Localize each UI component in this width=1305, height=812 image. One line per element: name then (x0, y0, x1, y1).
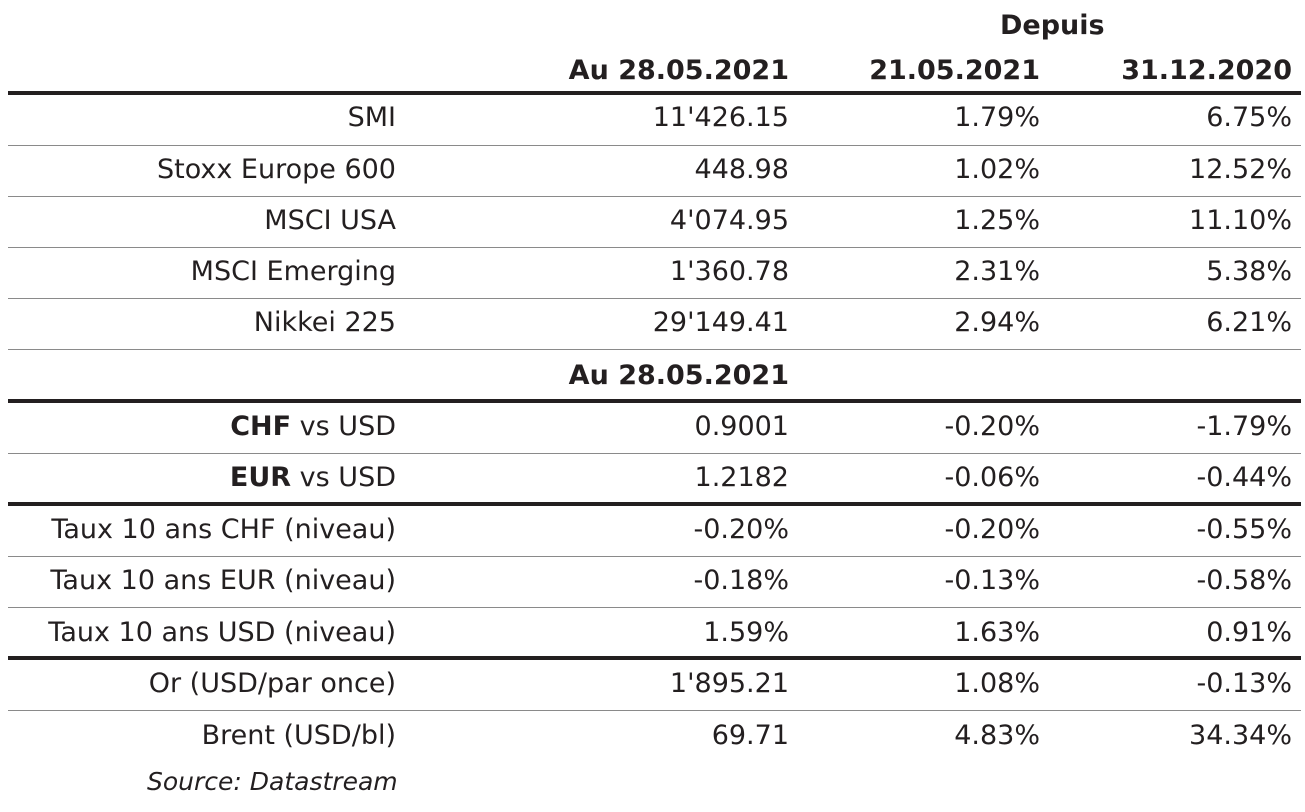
row-divider (8, 145, 1301, 146)
row-value: -0.20% (693, 514, 789, 545)
row-label: Taux 10 ans EUR (niveau) (50, 565, 396, 596)
fx-row-label: CHF vs USD (230, 411, 396, 443)
row-week: -0.20% (944, 514, 1040, 545)
row-ytd: -0.58% (1196, 565, 1292, 596)
row-ytd: -0.13% (1196, 668, 1292, 699)
column-header-date: Au 28.05.2021 (568, 55, 789, 86)
row-ytd: 11.10% (1189, 205, 1292, 236)
since-header: Depuis (1000, 10, 1105, 41)
row-week: -0.13% (944, 565, 1040, 596)
row-value: 4'074.95 (669, 205, 789, 236)
row-ytd: -1.79% (1196, 411, 1292, 442)
row-week: 1.79% (954, 102, 1040, 133)
section-rule (8, 502, 1301, 506)
header-rule (8, 91, 1301, 95)
row-value: 11'426.15 (652, 102, 789, 133)
row-value: 1'895.21 (669, 668, 789, 699)
row-label: SMI (347, 102, 396, 133)
row-week: -0.20% (944, 411, 1040, 442)
row-divider (8, 556, 1301, 557)
row-label: Or (USD/par once) (148, 668, 396, 699)
subheader-rule (8, 399, 1301, 403)
row-label: MSCI Emerging (190, 256, 396, 287)
row-ytd: -0.44% (1196, 462, 1292, 493)
row-week: 1.25% (954, 205, 1040, 236)
row-divider (8, 298, 1301, 299)
row-label: Brent (USD/bl) (201, 720, 396, 751)
row-ytd: -0.55% (1196, 514, 1292, 545)
row-ytd: 0.91% (1206, 617, 1292, 648)
row-label: Stoxx Europe 600 (156, 154, 396, 185)
fx-currency: EUR (229, 462, 292, 493)
row-label: Taux 10 ans CHF (niveau) (51, 514, 396, 545)
row-divider (8, 607, 1301, 608)
row-divider (8, 349, 1301, 350)
row-value: 1.59% (703, 617, 789, 648)
row-label: Nikkei 225 (253, 307, 396, 338)
row-value: -0.18% (693, 565, 789, 596)
row-value: 69.71 (711, 720, 789, 751)
row-week: 1.63% (954, 617, 1040, 648)
row-ytd: 12.52% (1189, 154, 1292, 185)
row-week: 2.94% (954, 307, 1040, 338)
section-rule (8, 656, 1301, 660)
row-ytd: 5.38% (1206, 256, 1292, 287)
row-week: 2.31% (954, 256, 1040, 287)
subheader-date: Au 28.05.2021 (568, 360, 789, 391)
row-week: 1.08% (954, 668, 1040, 699)
source-note: Source: Datastream (147, 767, 398, 796)
row-week: 4.83% (954, 720, 1040, 751)
row-ytd: 6.75% (1206, 102, 1292, 133)
row-label: Taux 10 ans USD (niveau) (48, 617, 396, 648)
fx-pair: vs USD (291, 462, 396, 493)
fx-row-label: EUR vs USD (230, 462, 396, 494)
row-divider (8, 710, 1301, 711)
column-header-week: 21.05.2021 (869, 55, 1040, 86)
row-value: 1.2182 (694, 462, 789, 493)
row-value: 1'360.78 (669, 256, 789, 287)
fx-pair: vs USD (291, 411, 396, 442)
column-header-ytd: 31.12.2020 (1121, 55, 1292, 86)
row-week: -0.06% (944, 462, 1040, 493)
row-label: MSCI USA (264, 205, 396, 236)
row-value: 29'149.41 (652, 307, 789, 338)
row-value: 448.98 (694, 154, 789, 185)
fx-currency: CHF (230, 411, 292, 442)
row-week: 1.02% (954, 154, 1040, 185)
row-divider (8, 247, 1301, 248)
row-ytd: 34.34% (1189, 720, 1292, 751)
row-ytd: 6.21% (1206, 307, 1292, 338)
row-divider (8, 453, 1301, 454)
row-value: 0.9001 (694, 411, 789, 442)
row-divider (8, 196, 1301, 197)
